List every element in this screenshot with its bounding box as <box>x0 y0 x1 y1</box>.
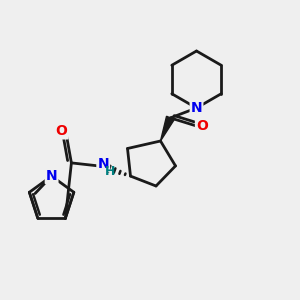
Text: O: O <box>56 124 68 138</box>
Text: N: N <box>98 157 109 171</box>
Text: N: N <box>191 101 202 115</box>
Text: N: N <box>46 169 57 183</box>
Text: H: H <box>105 165 115 178</box>
Polygon shape <box>160 116 174 141</box>
Text: O: O <box>196 119 208 133</box>
